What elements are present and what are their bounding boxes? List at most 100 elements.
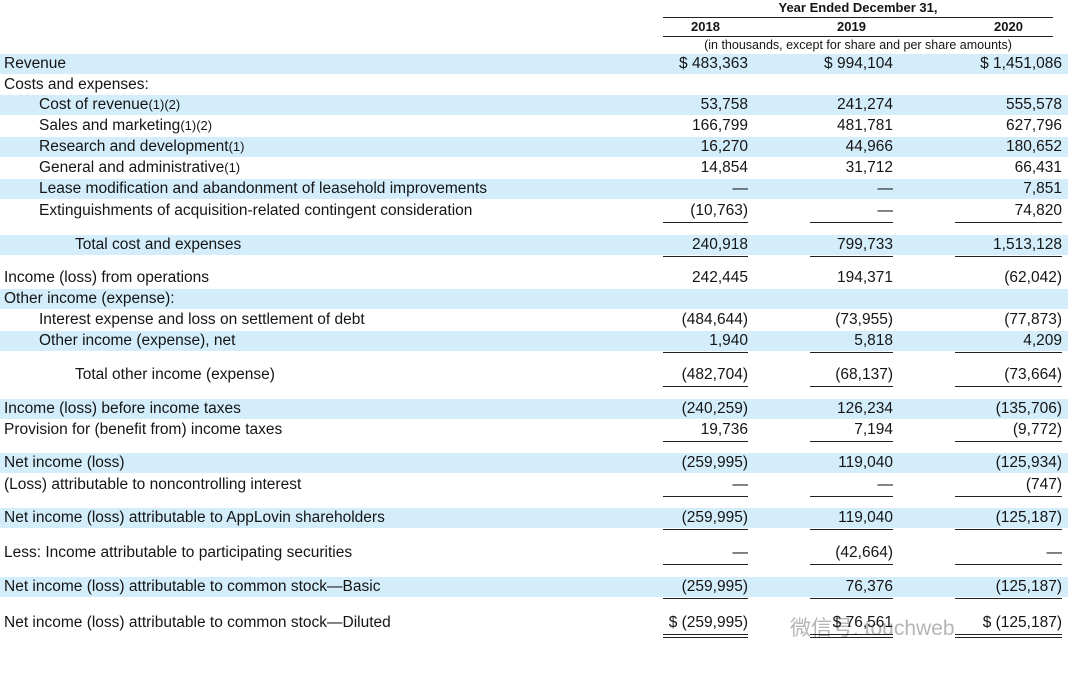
- rule: [663, 496, 748, 497]
- row-label: Sales and marketing(1)(2): [39, 116, 212, 136]
- row-band: [0, 95, 1068, 115]
- value: 1,513,128: [993, 236, 1062, 253]
- label-text: Income (loss) before income taxes: [4, 400, 241, 417]
- label-text: Other income (expense):: [4, 290, 175, 307]
- row-band: [0, 577, 1068, 597]
- label-text: Less: Income attributable to participati…: [4, 544, 353, 561]
- value: 240,918: [691, 236, 748, 253]
- rule: [810, 222, 893, 223]
- row-band: [0, 54, 1068, 74]
- rule: [663, 36, 1053, 37]
- value: (259,995): [681, 454, 748, 471]
- value: 481,781: [836, 117, 893, 134]
- row-label: Extinguishments of acquisition-related c…: [39, 201, 472, 221]
- value: (9,772): [1012, 421, 1062, 438]
- rule: [810, 441, 893, 442]
- rule: [955, 222, 1062, 223]
- value: 74,820: [1014, 202, 1062, 219]
- rule: [810, 564, 893, 565]
- value: (482,704): [681, 366, 748, 383]
- value: 76,376: [845, 578, 893, 595]
- value: (240,259): [681, 400, 748, 417]
- row-label: Income (loss) before income taxes: [4, 399, 241, 419]
- row-label: Less: Income attributable to participati…: [4, 543, 352, 563]
- value: (68,137): [835, 366, 893, 383]
- footnote-ref: (1)(2): [180, 118, 213, 133]
- value: —: [877, 180, 894, 197]
- rule: [663, 386, 748, 387]
- value: 7,194: [854, 421, 893, 438]
- row-label: Net income (loss): [4, 453, 125, 473]
- rule: [810, 598, 893, 599]
- rule: [663, 564, 748, 565]
- value: $ 483,363: [679, 55, 748, 72]
- row-band: [0, 179, 1068, 199]
- value: (259,995): [681, 509, 748, 526]
- rule: [663, 598, 748, 599]
- value: 53,758: [700, 96, 748, 113]
- label-text: Costs and expenses:: [4, 76, 149, 93]
- row-label: Total other income (expense): [75, 365, 275, 385]
- label-text: Provision for (benefit from) income taxe…: [4, 421, 283, 438]
- row-label: Other income (expense):: [4, 289, 175, 309]
- rule: [810, 637, 893, 638]
- value: (42,664): [835, 544, 893, 561]
- value: 7,851: [1023, 180, 1062, 197]
- footnote-ref: (1)(2): [148, 97, 181, 112]
- value: 242,445: [691, 269, 748, 286]
- row-band: [0, 399, 1068, 419]
- rule: [663, 634, 748, 635]
- value: (62,042): [1004, 269, 1062, 286]
- rule: [663, 17, 1053, 18]
- rule: [663, 256, 748, 257]
- footnote-ref: (1): [228, 139, 245, 154]
- label-text: Net income (loss) attributable to AppLov…: [4, 509, 385, 526]
- value: $ (125,187): [982, 614, 1062, 631]
- rule: [663, 222, 748, 223]
- label-text: Extinguishments of acquisition-related c…: [39, 202, 473, 219]
- row-band: [0, 289, 1068, 309]
- rule: [955, 529, 1062, 530]
- row-label: Cost of revenue(1)(2): [39, 95, 180, 115]
- row-label: Other income (expense), net: [39, 331, 235, 351]
- value: $ 994,104: [824, 55, 893, 72]
- rule: [663, 441, 748, 442]
- rule: [810, 634, 893, 635]
- rule: [663, 529, 748, 530]
- value: 66,431: [1014, 159, 1062, 176]
- row-label: Net income (loss) attributable to common…: [4, 613, 391, 633]
- label-text: (Loss) attributable to noncontrolling in…: [4, 476, 302, 493]
- value: (125,187): [995, 578, 1062, 595]
- footnote-ref: (1): [224, 160, 241, 175]
- rule: [955, 637, 1062, 638]
- rule: [955, 441, 1062, 442]
- rule: [810, 529, 893, 530]
- row-label: (Loss) attributable to noncontrolling in…: [4, 475, 301, 495]
- value: 5,818: [854, 332, 893, 349]
- rule: [955, 352, 1062, 353]
- row-label: Revenue: [4, 54, 66, 74]
- value: 119,040: [838, 454, 893, 471]
- label-text: Cost of revenue: [39, 96, 149, 113]
- value: (125,187): [995, 509, 1062, 526]
- label-text: Total cost and expenses: [75, 236, 242, 253]
- rule: [663, 637, 748, 638]
- rule: [810, 496, 893, 497]
- value: (747): [1025, 476, 1062, 493]
- rule: [955, 598, 1062, 599]
- value: (125,934): [995, 454, 1062, 471]
- value: 14,854: [700, 159, 748, 176]
- value: 799,733: [836, 236, 893, 253]
- label-text: Revenue: [4, 55, 67, 72]
- value: 627,796: [1005, 117, 1062, 134]
- rule: [955, 256, 1062, 257]
- value: 19,736: [700, 421, 748, 438]
- row-band: [0, 137, 1068, 157]
- rule: [663, 352, 748, 353]
- value: (77,873): [1004, 311, 1062, 328]
- value: 16,270: [700, 138, 748, 155]
- value: 166,799: [691, 117, 748, 134]
- rule: [955, 564, 1062, 565]
- rule: [955, 386, 1062, 387]
